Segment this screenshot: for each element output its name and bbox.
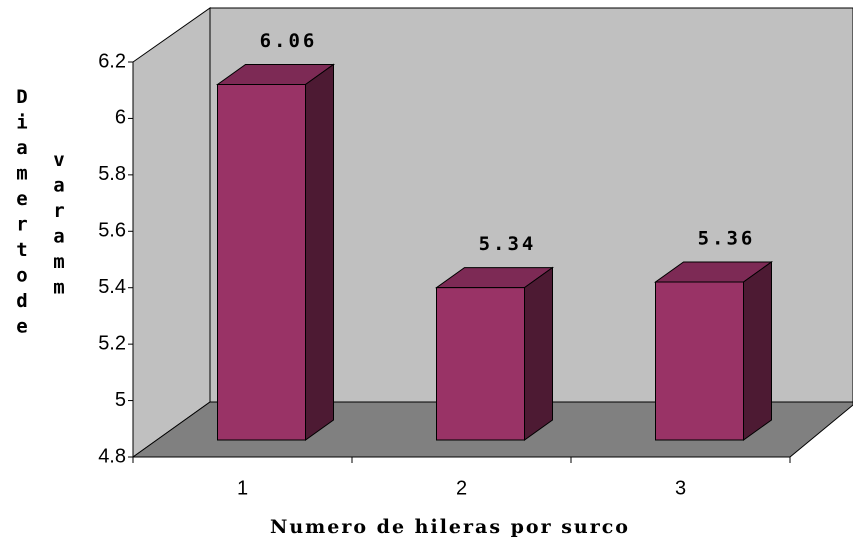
x-tick-label: 3: [675, 477, 686, 499]
x-axis-title: Numero de hileras por surco: [270, 516, 630, 538]
bar: [436, 287, 525, 441]
data-label: 5.36: [698, 228, 756, 250]
side-wall: [132, 7, 211, 458]
y-tick-label: 5.2: [98, 332, 126, 354]
y-tick-label: 5.4: [98, 276, 126, 298]
bar: [217, 84, 306, 441]
y-tick-label: 5.6: [98, 220, 126, 242]
y-tick-label: 4.8: [98, 445, 126, 467]
y-tick-label: 6: [115, 107, 126, 129]
y-tick-label: 5.8: [98, 163, 126, 185]
bar-side: [743, 261, 772, 441]
bar-side: [305, 63, 334, 441]
bar: [655, 281, 744, 441]
bar-side: [524, 266, 553, 441]
y-tick-label: 5: [115, 389, 126, 411]
x-tick-label: 1: [237, 477, 248, 499]
y-tick-label: 6.2: [98, 50, 126, 72]
x-tick-label: 2: [456, 477, 467, 499]
data-label: 6.06: [260, 30, 318, 52]
data-label: 5.34: [479, 233, 537, 255]
